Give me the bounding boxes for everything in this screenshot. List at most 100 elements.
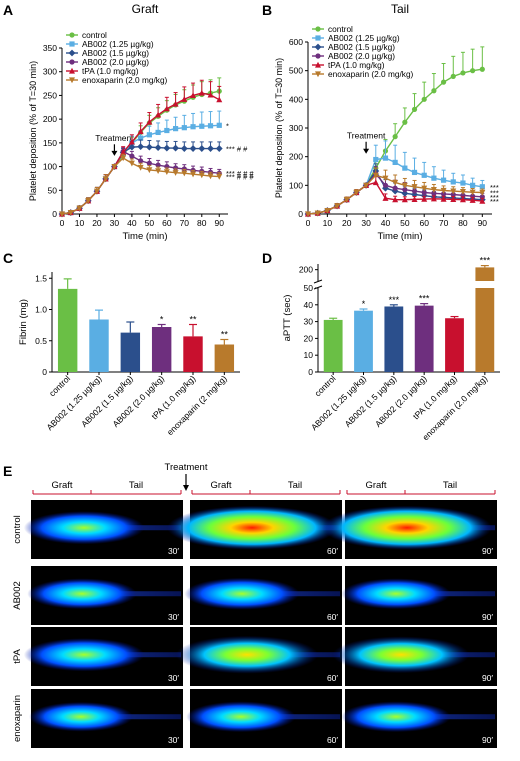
data-point <box>372 179 379 186</box>
y-tick-label: 20 <box>304 333 314 343</box>
data-point <box>155 129 161 136</box>
y-tick-label: 50 <box>48 185 58 195</box>
data-point <box>137 128 144 135</box>
bar-ab125 <box>89 319 109 372</box>
row-label-enoxaparin: enoxaparin <box>12 695 23 742</box>
data-point <box>120 155 127 162</box>
data-point <box>172 100 179 107</box>
legend-item-ab15: AB002 (1.5 µg/kg) <box>312 42 395 52</box>
panel-letter-b: B <box>262 2 272 18</box>
bar-control <box>323 319 343 372</box>
legend-item-tpa: tPA (1.0 mg/kg) <box>312 60 385 70</box>
platelet-signal <box>322 505 492 550</box>
legend-item-ab125: AB002 (1.25 µg/kg) <box>312 33 400 43</box>
legend-item-ab15: AB002 (1.5 µg/kg) <box>66 48 149 58</box>
data-point <box>198 172 205 179</box>
data-point <box>181 96 188 102</box>
data-point <box>180 145 188 152</box>
platelet-signal <box>184 577 300 610</box>
treatment-arrowhead <box>363 148 370 154</box>
data-point <box>431 88 437 94</box>
legend-label: AB002 (1.5 µg/kg) <box>82 48 149 58</box>
image-tile: 30′ <box>29 689 183 748</box>
series-line-control <box>61 90 220 215</box>
bar-tpa <box>445 318 464 372</box>
data-point <box>411 184 418 190</box>
data-point <box>314 210 321 217</box>
x-tick-label: 0 <box>60 218 65 228</box>
x-tick-label: 80 <box>197 218 207 228</box>
y-axis-label: aPTT (sec) <box>282 295 293 342</box>
y-tick-label: 50 <box>304 283 314 293</box>
data-point <box>479 184 485 190</box>
x-tick-label: 10 <box>323 218 333 228</box>
significance-label: *** # # <box>226 145 248 154</box>
time-label: 60′ <box>327 735 338 745</box>
y-axis-label: Platelet deposition (% of T=30 min) <box>274 58 284 198</box>
y-tick-label: 500 <box>289 66 303 76</box>
x-tick-label: 30 <box>361 218 371 228</box>
data-point <box>146 132 152 138</box>
data-point <box>392 134 398 140</box>
data-point <box>172 126 179 132</box>
y-tick-label: 150 <box>43 138 57 148</box>
legend-label: enoxaparin (2.0 mg/kg) <box>82 75 168 85</box>
time-label: 60′ <box>327 546 338 556</box>
time-label: 90′ <box>482 735 493 745</box>
y-tick-label: 250 <box>43 90 57 100</box>
data-point <box>411 106 418 112</box>
legend-marker <box>69 41 75 47</box>
x-tick-label: 50 <box>400 218 410 228</box>
legend-label: tPA (1.0 mg/kg) <box>328 60 385 70</box>
data-point <box>363 182 370 189</box>
bar-ab125 <box>354 310 373 372</box>
data-point <box>440 79 447 85</box>
y-axis-label: Platelet deposition (% of T=30 min) <box>28 61 38 201</box>
tail-label: Tail <box>443 480 457 491</box>
legend-marker <box>315 53 321 59</box>
data-point <box>190 92 197 99</box>
legend-label: AB002 (2.0 µg/kg) <box>82 57 149 67</box>
data-point <box>382 155 389 161</box>
x-tick-label: 60 <box>162 218 172 228</box>
data-point <box>216 122 222 128</box>
y-tick-label: 350 <box>43 43 57 53</box>
data-point <box>421 172 427 178</box>
data-point <box>392 196 399 203</box>
platelet-signal <box>332 636 470 674</box>
time-label: 60′ <box>327 612 338 622</box>
data-point <box>372 172 379 179</box>
x-tick-label: 70 <box>439 218 449 228</box>
data-point <box>76 205 83 212</box>
legend-marker <box>315 71 321 78</box>
data-point <box>128 160 135 167</box>
treatment-label: Treatment <box>347 130 386 140</box>
bar-upper-enox <box>475 267 495 281</box>
panel-b-tail-chart: Tail 0 100 200 300 400 500 600 0 10 20 30 40 50 60 70 80… <box>274 2 499 242</box>
significance-label: *** <box>419 294 430 304</box>
y-tick-label: 0 <box>52 209 57 219</box>
x-tick-label: 50 <box>145 218 155 228</box>
data-point <box>382 175 389 182</box>
image-tile: 60′ <box>167 500 342 559</box>
legend-label: tPA (1.0 mg/kg) <box>82 66 139 76</box>
data-point <box>93 188 100 195</box>
y-tick-label: 1.0 <box>35 305 47 315</box>
data-point <box>392 185 398 191</box>
data-point <box>163 105 170 112</box>
data-point <box>172 170 179 176</box>
bar-ab15 <box>384 306 404 372</box>
data-point <box>469 189 476 196</box>
x-tick-label: control <box>312 373 337 398</box>
data-point <box>450 196 457 202</box>
x-axis-label: Time (min) <box>377 231 422 242</box>
treatment-label: Treatment <box>165 462 208 473</box>
data-point <box>469 197 476 203</box>
panel-letter-d: D <box>262 250 272 266</box>
data-point <box>137 164 144 171</box>
platelet-signal <box>175 635 319 674</box>
panel-letter-e: E <box>3 463 12 479</box>
data-point <box>207 145 214 152</box>
y-tick-label: 300 <box>43 67 57 77</box>
